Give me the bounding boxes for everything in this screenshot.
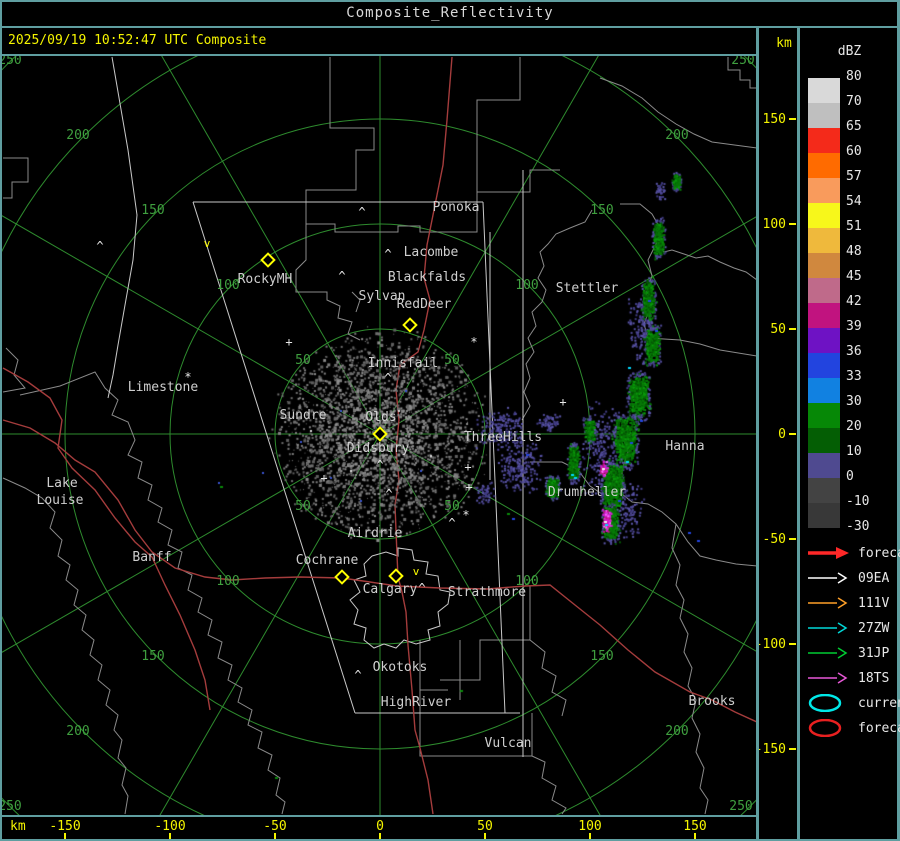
y-axis-tick bbox=[789, 433, 796, 435]
colorbar-value-label: 54 bbox=[846, 194, 862, 209]
legend-item-label: forecast bbox=[858, 720, 900, 736]
colorbar-value-label: 36 bbox=[846, 344, 862, 359]
y-axis-tick-label: 150 bbox=[763, 112, 786, 127]
colorbar-value-label: 30 bbox=[846, 394, 862, 409]
colorbar-value-label: 48 bbox=[846, 244, 862, 259]
x-axis-tick-label: -100 bbox=[154, 819, 185, 834]
panel-left-border bbox=[797, 28, 800, 841]
x-axis-tick-label: 50 bbox=[477, 819, 493, 834]
y-axis-tick-label: 50 bbox=[770, 322, 786, 337]
storm-track-arrow-icon bbox=[808, 547, 849, 559]
colorbar-swatch bbox=[808, 453, 840, 478]
colorbar-value-label: 33 bbox=[846, 369, 862, 384]
x-axis-tick-label: 0 bbox=[376, 819, 384, 834]
colorbar-swatch bbox=[808, 253, 840, 278]
y-axis-tick-label: 0 bbox=[778, 427, 786, 442]
y-axis-tick bbox=[789, 538, 796, 540]
y-axis-unit-label: km bbox=[776, 36, 792, 51]
legend-item-current: current bbox=[806, 694, 900, 712]
legend-item-label: 09EA bbox=[858, 570, 890, 586]
storm-ellipse-icon bbox=[808, 694, 842, 712]
storm-track-arrow-icon bbox=[808, 597, 848, 609]
storm-track-arrow-icon bbox=[808, 622, 848, 634]
y-axis-tick-label: -150 bbox=[755, 742, 786, 757]
legend-item-18TS: 18TS bbox=[806, 669, 889, 687]
y-axis-tick bbox=[789, 328, 796, 330]
storm-track-arrow-icon bbox=[808, 647, 848, 659]
y-axis-tick bbox=[789, 223, 796, 225]
colorbar-swatch bbox=[808, 328, 840, 353]
legend-item-label: current bbox=[858, 695, 900, 711]
legend-item-label: 27ZW bbox=[858, 620, 890, 636]
y-axis-tick-label: -50 bbox=[763, 532, 786, 547]
colorbar-value-label: 20 bbox=[846, 419, 862, 434]
colorbar-swatch bbox=[808, 153, 840, 178]
storm-track-arrow-icon bbox=[808, 672, 848, 684]
colorbar-swatch bbox=[808, 103, 840, 128]
colorbar-value-label: 65 bbox=[846, 119, 862, 134]
frame-left-border bbox=[0, 0, 2, 841]
colorbar-swatch bbox=[808, 503, 840, 528]
legend-item-label: forecast bbox=[858, 545, 900, 561]
legend-item-31JP: 31JP bbox=[806, 644, 889, 662]
x-axis-tick-label: -50 bbox=[263, 819, 286, 834]
legend-item-27ZW: 27ZW bbox=[806, 619, 889, 637]
x-axis-unit-label: km bbox=[10, 819, 26, 834]
legend-item-label: 31JP bbox=[858, 645, 890, 661]
storm-ellipse-icon bbox=[808, 719, 842, 737]
legend-item-111V: 111V bbox=[806, 594, 889, 612]
map-right-border bbox=[756, 28, 759, 841]
legend-item-09EA: 09EA bbox=[806, 569, 889, 587]
legend-item-forecast: forecast bbox=[806, 544, 900, 562]
colorbar-value-label: 70 bbox=[846, 94, 862, 109]
colorbar-value-label: 45 bbox=[846, 269, 862, 284]
map-bottom-border bbox=[0, 815, 757, 817]
legend-item-label: 111V bbox=[858, 595, 890, 611]
colorbar-swatch bbox=[808, 378, 840, 403]
map-top-border bbox=[0, 54, 757, 56]
colorbar-swatch bbox=[808, 478, 840, 503]
colorbar-swatch bbox=[808, 353, 840, 378]
colorbar-swatch bbox=[808, 178, 840, 203]
titlebar-bottom-border bbox=[0, 26, 900, 28]
colorbar-value-label: 51 bbox=[846, 219, 862, 234]
colorbar-swatch bbox=[808, 278, 840, 303]
frame-top-border bbox=[0, 0, 900, 2]
colorbar-value-label: 39 bbox=[846, 319, 862, 334]
legend-item-label: 18TS bbox=[858, 670, 890, 686]
storm-track-arrow-icon bbox=[808, 572, 848, 584]
colorbar-value-label: -10 bbox=[846, 494, 870, 509]
radar-map-viewport[interactable] bbox=[2, 56, 756, 815]
colorbar-swatch bbox=[808, 303, 840, 328]
y-axis-tick bbox=[789, 643, 796, 645]
colorbar-value-label: 42 bbox=[846, 294, 862, 309]
colorbar-swatch bbox=[808, 428, 840, 453]
colorbar-value-label: 10 bbox=[846, 444, 862, 459]
colorbar-value-label: 80 bbox=[846, 69, 862, 84]
colorbar-unit-label: dBZ bbox=[837, 44, 862, 59]
colorbar-swatch bbox=[808, 228, 840, 253]
y-axis-tick bbox=[789, 748, 796, 750]
y-axis-tick bbox=[789, 118, 796, 120]
colorbar-swatch bbox=[808, 128, 840, 153]
colorbar-swatch bbox=[808, 203, 840, 228]
colorbar-swatch bbox=[808, 403, 840, 428]
colorbar-value-label: 0 bbox=[846, 469, 854, 484]
colorbar-swatch bbox=[808, 78, 840, 103]
colorbar-value-label: -30 bbox=[846, 519, 870, 534]
window-title: Composite_Reflectivity bbox=[346, 5, 554, 21]
y-axis-tick-label: 100 bbox=[763, 217, 786, 232]
legend-item-forecast: forecast bbox=[806, 719, 900, 737]
timestamp-label: 2025/09/19 10:52:47 UTC Composite bbox=[8, 33, 267, 48]
colorbar-value-label: 57 bbox=[846, 169, 862, 184]
y-axis-tick-label: -100 bbox=[755, 637, 786, 652]
colorbar-value-label: 60 bbox=[846, 144, 862, 159]
x-axis-tick-label: 150 bbox=[683, 819, 706, 834]
x-axis-tick-label: -150 bbox=[49, 819, 80, 834]
x-axis-tick-label: 100 bbox=[578, 819, 601, 834]
